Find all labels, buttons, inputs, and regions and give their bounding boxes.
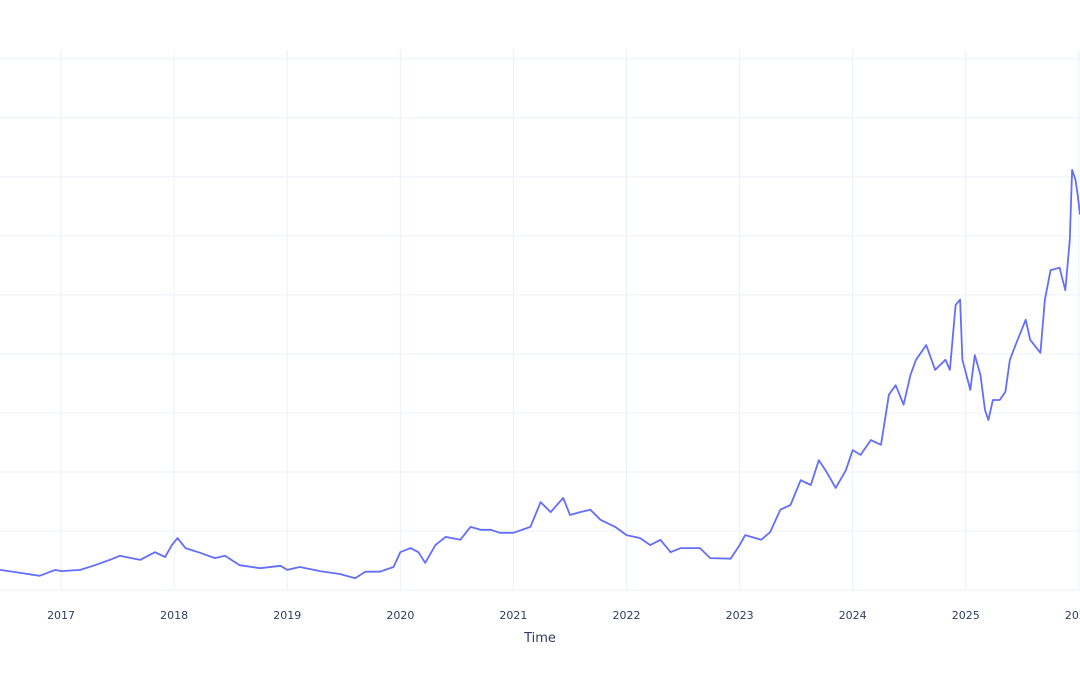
x-tick-label: 2024 [839,609,867,622]
x-tick-label: 2026 [1065,609,1080,622]
x-tick-label: 2019 [273,609,301,622]
x-axis-title: Time [523,631,556,646]
x-tick-label: 2023 [726,609,754,622]
x-tick-label: 2025 [952,609,980,622]
x-tick-labels: 2017 2018 2019 2020 2021 2022 2023 2024 2025 2026 [47,609,1080,622]
x-tick-label: 2022 [613,609,641,622]
x-tick-label: 2017 [47,609,75,622]
series-group [0,168,1080,580]
x-tick-label: 2021 [499,609,527,622]
x-gridlines [60,50,1080,590]
x-tick-label: 2020 [386,609,414,622]
x-tick-label: 2018 [160,609,188,622]
y-gridlines [0,58,1080,591]
series-line [0,168,1080,580]
